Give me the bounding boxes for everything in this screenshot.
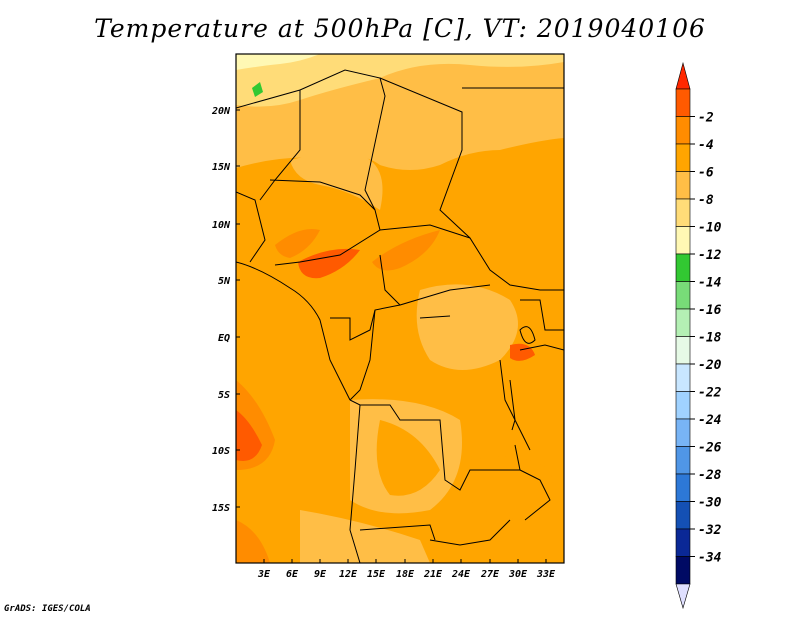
colorbar-swatch: [675, 198, 691, 227]
colorbar-swatch: [675, 446, 691, 475]
lon-label: 15E: [367, 569, 386, 580]
lat-label: 20N: [211, 106, 231, 117]
lat-label: 10S: [212, 446, 230, 457]
colorbar-label: -10: [698, 221, 722, 236]
colorbar-swatch: [675, 528, 691, 557]
temperature-map: [236, 54, 564, 563]
colorbar-label: -12: [698, 248, 722, 263]
colorbar-label: -4: [698, 138, 714, 153]
credit-text: GrADS: IGES/COLA: [4, 604, 91, 614]
colorbar-top-arrow: [675, 61, 691, 90]
colorbar-label: -32: [698, 523, 722, 538]
lon-label: 12E: [339, 569, 358, 580]
colorbar-swatch: [675, 391, 691, 420]
colorbar-label: -18: [698, 331, 722, 346]
lat-label: 15S: [212, 503, 230, 514]
colorbar-label: -20: [698, 358, 722, 373]
colorbar-label: -8: [698, 193, 714, 208]
colorbar-label: -30: [698, 496, 722, 511]
colorbar-swatch: [675, 418, 691, 447]
map-frame: [235, 53, 565, 564]
colorbar-swatch: [675, 281, 691, 310]
lon-label: 33E: [536, 569, 556, 580]
lon-label: 3E: [257, 569, 271, 580]
colorbar-label: -26: [698, 441, 722, 456]
colorbar: -2 -4 -6 -8 -10 -12 -14 -16 -18 -20 -22 -24 -26 -28 -3…: [675, 61, 722, 610]
colorbar-swatch: [675, 88, 691, 117]
lat-label: 10N: [212, 220, 231, 231]
lat-label: 5N: [218, 276, 231, 287]
colorbar-swatch: [675, 143, 691, 172]
colorbar-label: -28: [698, 468, 722, 483]
colorbar-swatch: [675, 336, 691, 365]
colorbar-label: -2: [698, 111, 714, 126]
lon-label: 6E: [286, 569, 299, 580]
colorbar-label: -24: [698, 413, 722, 428]
country-borders: [236, 69, 564, 563]
colorbar-swatch: [675, 363, 691, 392]
colorbar-swatch: [675, 253, 691, 282]
lat-label: 15N: [212, 162, 231, 173]
lon-label: 27E: [480, 569, 500, 580]
lon-label: 18E: [396, 569, 415, 580]
lat-label: EQ: [218, 333, 230, 344]
green-cold-spot: [252, 82, 263, 97]
colorbar-label: -22: [698, 386, 722, 401]
colorbar-swatch: [675, 226, 691, 255]
longitude-axis: 3E 6E 9E 12E 15E 18E 21E 24E 27E 30E 33E: [257, 569, 556, 580]
colorbar-swatch: [675, 308, 691, 337]
colorbar-swatch: [675, 171, 691, 200]
colorbar-label: -14: [698, 276, 722, 291]
lat-label: 5S: [218, 390, 230, 401]
map-title: Temperature at 500hPa [C], VT: 201904010…: [94, 14, 706, 43]
colorbar-swatch: [675, 116, 691, 145]
lon-label: 21E: [423, 569, 443, 580]
colorbar-swatch: [675, 556, 691, 585]
lon-label: 24E: [451, 569, 471, 580]
colorbar-label: -6: [698, 166, 714, 181]
lon-label: 9E: [314, 569, 327, 580]
lon-label: 30E: [508, 569, 528, 580]
colorbar-swatch: [675, 473, 691, 502]
colorbar-swatch: [675, 501, 691, 530]
colorbar-label: -34: [698, 551, 722, 566]
lakes: [419, 315, 536, 471]
colorbar-label: -16: [698, 303, 722, 318]
colorbar-bottom-arrow: [675, 583, 691, 610]
latitude-axis: 20N 15N 10N 5N EQ 5S 10S 15S: [211, 106, 231, 514]
